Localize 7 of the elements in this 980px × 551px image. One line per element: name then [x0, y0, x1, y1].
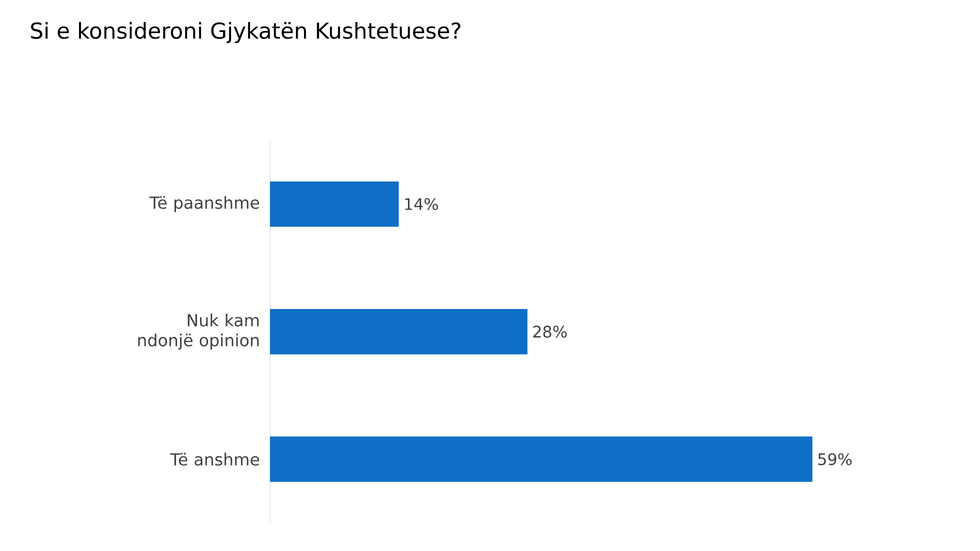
chart-title: Si e konsideroni Gjykatën Kushtetuese? [31, 22, 460, 44]
y-tick-label: Të anshme [170, 452, 260, 466]
data-label: 28% [533, 326, 567, 338]
y-tick-label: Nuk kam ndonjë opinion [138, 314, 259, 350]
data-label: 59% [818, 453, 852, 466]
data-label: 14% [405, 198, 438, 210]
y-tick-label: Të paanshme [149, 196, 260, 212]
